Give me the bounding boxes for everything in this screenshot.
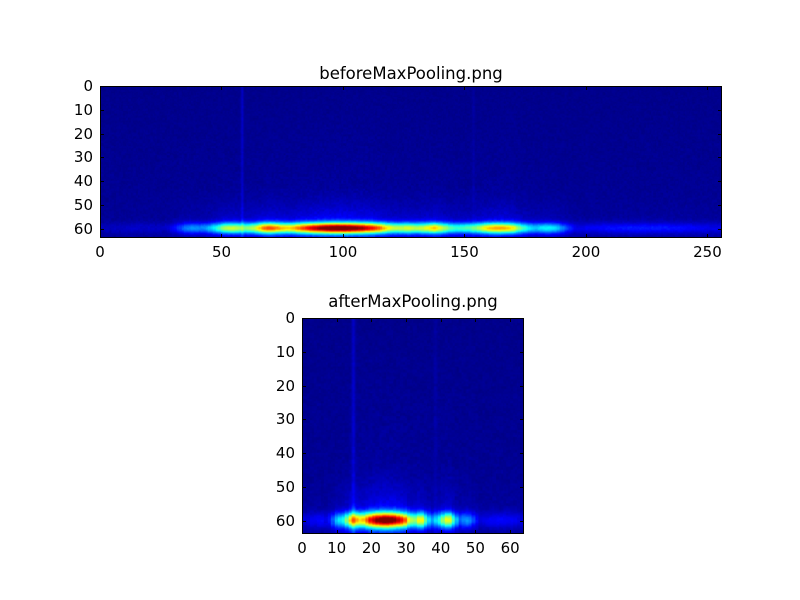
tick-mark-y	[302, 486, 306, 488]
tick-mark-x	[342, 234, 344, 238]
tick-label-y: 0	[285, 309, 295, 327]
tick-mark-x	[302, 530, 303, 534]
tick-mark-x	[464, 234, 466, 238]
tick-mark-y	[302, 318, 306, 319]
tick-label-x: 60	[500, 539, 520, 557]
tick-mark-y	[100, 133, 104, 135]
tick-label-x: 50	[465, 539, 485, 557]
tick-mark-y	[100, 228, 104, 230]
tick-mark-x	[371, 318, 373, 322]
tick-mark-x	[221, 86, 223, 90]
tick-label-x: 200	[571, 243, 601, 261]
tick-mark-y	[718, 204, 722, 206]
tick-label-y: 20	[275, 376, 295, 395]
tick-mark-y	[302, 385, 306, 387]
tick-label-y: 10	[275, 342, 295, 361]
tick-mark-x	[464, 86, 466, 90]
tick-mark-y	[520, 318, 524, 319]
tick-label-y: 40	[73, 172, 93, 190]
tick-mark-y	[718, 228, 722, 230]
tick-mark-y	[718, 157, 722, 159]
tick-label-x: 10	[327, 539, 347, 557]
tick-mark-x	[100, 234, 101, 238]
tick-mark-y	[100, 181, 104, 182]
tick-label-x: 40	[431, 539, 451, 557]
tick-mark-x	[371, 530, 373, 534]
tick-mark-y	[100, 109, 104, 111]
tick-mark-y	[520, 453, 524, 454]
tick-label-y: 30	[275, 410, 295, 429]
tick-mark-y	[520, 520, 524, 522]
tick-mark-x	[302, 318, 303, 322]
tick-mark-y	[100, 86, 104, 87]
tick-mark-y	[520, 419, 524, 421]
tick-mark-x	[336, 318, 338, 322]
tick-mark-y	[302, 351, 306, 353]
chart-title-before: beforeMaxPooling.png	[319, 64, 503, 83]
tick-mark-x	[100, 86, 101, 90]
tick-mark-x	[510, 530, 512, 534]
heatmap-axes-after[interactable]	[302, 318, 524, 534]
tick-label-y: 30	[73, 148, 93, 167]
tick-mark-x	[342, 86, 344, 90]
tick-mark-x	[707, 86, 709, 90]
tick-mark-x	[336, 530, 338, 534]
tick-label-x: 100	[328, 243, 358, 261]
tick-label-y: 50	[275, 477, 295, 496]
tick-label-x: 150	[450, 243, 479, 261]
tick-mark-y	[718, 86, 722, 87]
tick-mark-y	[520, 351, 524, 353]
tick-label-x: 0	[297, 539, 307, 557]
tick-mark-x	[510, 318, 512, 322]
tick-label-y: 40	[275, 444, 295, 462]
tick-mark-x	[707, 234, 709, 238]
tick-label-y: 10	[73, 100, 93, 119]
tick-label-x: 50	[211, 243, 232, 261]
tick-mark-y	[718, 181, 722, 182]
tick-mark-x	[585, 234, 587, 238]
tick-mark-x	[440, 530, 442, 534]
tick-mark-y	[718, 133, 722, 135]
chart-title-after: afterMaxPooling.png	[328, 292, 498, 311]
tick-mark-y	[302, 453, 306, 454]
tick-label-x: 30	[396, 539, 416, 557]
heatmap-image-after	[303, 319, 523, 533]
tick-mark-y	[100, 204, 104, 206]
tick-label-x: 250	[693, 243, 722, 261]
tick-label-y: 20	[73, 124, 93, 143]
tick-mark-x	[406, 318, 408, 322]
tick-label-x: 0	[95, 243, 105, 261]
tick-label-x: 20	[361, 539, 381, 557]
tick-mark-y	[718, 109, 722, 111]
tick-mark-y	[100, 157, 104, 159]
tick-mark-x	[475, 318, 477, 322]
tick-label-y: 50	[73, 195, 93, 214]
tick-mark-x	[440, 318, 442, 322]
tick-mark-y	[302, 419, 306, 421]
tick-mark-y	[520, 385, 524, 387]
tick-label-y: 60	[275, 511, 295, 530]
tick-mark-y	[302, 520, 306, 522]
heatmap-axes-before[interactable]	[100, 86, 722, 238]
tick-mark-x	[221, 234, 223, 238]
tick-mark-x	[475, 530, 477, 534]
tick-mark-y	[520, 486, 524, 488]
tick-mark-x	[585, 86, 587, 90]
heatmap-image-before	[101, 87, 721, 237]
tick-label-y: 0	[83, 77, 93, 95]
tick-mark-x	[406, 530, 408, 534]
tick-label-y: 60	[73, 219, 93, 238]
